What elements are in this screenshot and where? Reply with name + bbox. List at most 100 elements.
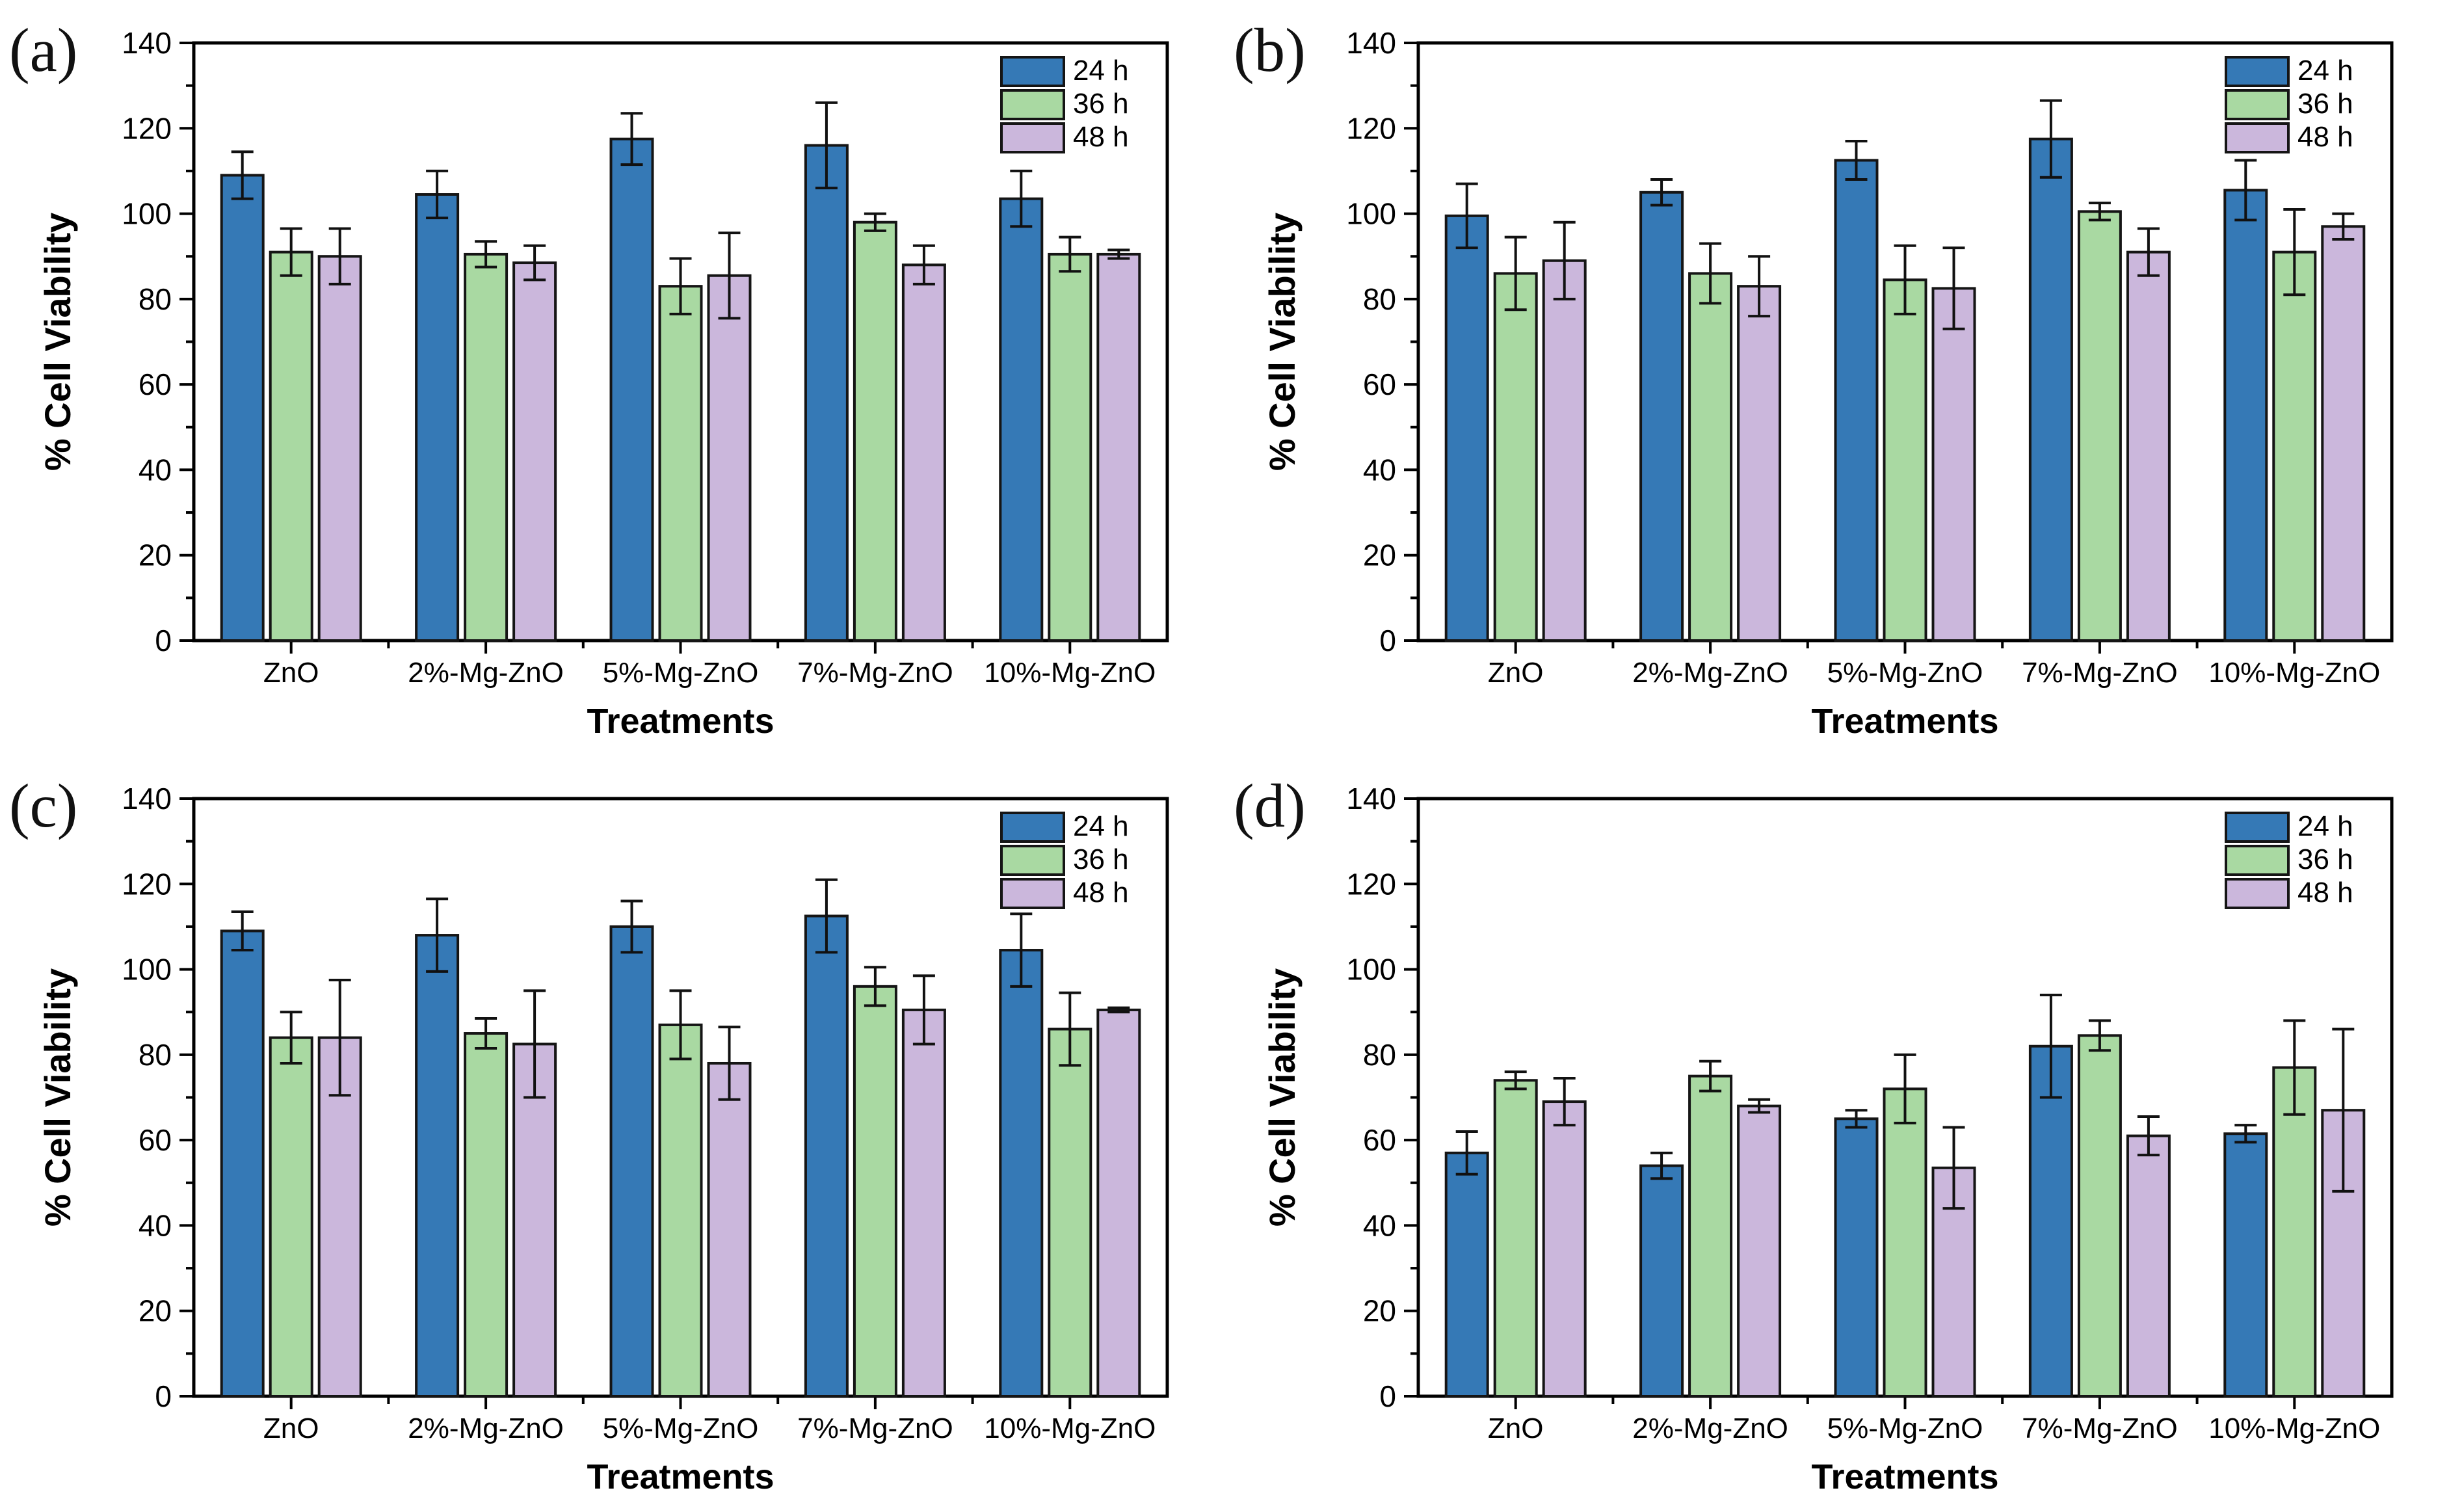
bar-24h-10%-Mg-ZnO	[2223, 1132, 2268, 1398]
bar-48h-ZnO	[1542, 1100, 1587, 1398]
legend-label: 36 h	[1073, 88, 1129, 120]
x-tick-label: 5%-Mg-ZnO	[1827, 1413, 1983, 1444]
y-axis-title: % Cell Viability	[1262, 968, 1303, 1227]
y-tick-label: 80	[1363, 1038, 1396, 1072]
bar-24h-10%-Mg-ZnO	[999, 197, 1044, 642]
bar-24h-7%-Mg-ZnO	[2028, 1044, 2073, 1398]
x-tick-label: 10%-Mg-ZnO	[2208, 657, 2380, 689]
bar-48h-10%-Mg-ZnO	[2321, 225, 2366, 642]
bar-24h-10%-Mg-ZnO	[2223, 189, 2268, 643]
legend-swatch-24h	[1000, 812, 1065, 843]
y-tick-label: 80	[1363, 282, 1396, 316]
bar-24h-5%-Mg-ZnO	[1834, 1117, 1879, 1398]
legend-label: 36 h	[1073, 843, 1129, 875]
legend-swatch-36h	[2225, 89, 2290, 120]
panel-d-chart: 0 20 40 60 80 100 120 140 ZnO 2%-Mg-ZnO 5%-Mg-ZnO 7…	[1262, 782, 2394, 1496]
panel-a-chart: 0 20 40 60 80 100 120 140 ZnO 2%-Mg-ZnO 5%-Mg-ZnO 7…	[37, 26, 1169, 741]
y-tick-label: 140	[122, 26, 172, 60]
x-tick-label: ZnO	[263, 657, 319, 689]
x-tick-label: ZnO	[263, 1413, 319, 1444]
x-tick-label: 7%-Mg-ZnO	[797, 657, 953, 689]
bar-48h-ZnO	[317, 255, 362, 642]
bar-36h-10%-Mg-ZnO	[2272, 1066, 2317, 1398]
x-tick-label: 10%-Mg-ZnO	[984, 1413, 1156, 1444]
bar-48h-10%-Mg-ZnO	[1096, 1008, 1141, 1398]
bar-24h-2%-Mg-ZnO	[415, 934, 460, 1398]
bar-48h-5%-Mg-ZnO	[707, 274, 752, 642]
bar-24h-5%-Mg-ZnO	[609, 137, 654, 643]
x-tick-label: 2%-Mg-ZnO	[408, 657, 564, 689]
legend-label: 24 h	[2297, 55, 2353, 86]
legend-swatch-48h	[2225, 122, 2290, 153]
x-tick-label: 10%-Mg-ZnO	[984, 657, 1156, 689]
y-axis-title: % Cell Viability	[37, 968, 78, 1227]
y-tick-label: 20	[139, 1294, 172, 1328]
x-tick-label: 2%-Mg-ZnO	[1632, 1413, 1788, 1444]
x-tick-label: 5%-Mg-ZnO	[1827, 657, 1983, 689]
legend-label: 48 h	[1073, 877, 1129, 909]
bar-36h-ZnO	[269, 250, 313, 642]
bar-36h-10%-Mg-ZnO	[1048, 1028, 1092, 1398]
legend-label: 24 h	[2297, 810, 2353, 842]
x-tick-label: 2%-Mg-ZnO	[1632, 657, 1788, 689]
legend-label: 48 h	[1073, 121, 1129, 153]
y-axis-title: % Cell Viability	[37, 213, 78, 471]
bar-24h-ZnO	[1444, 1151, 1489, 1398]
panel-b: (b) 0 20 40 60 80 100 120 140 ZnO 2%-Mg-ZnO 5%-Mg-…	[1224, 0, 2449, 756]
panel-d: (d) 0 20 40 60 80 100 120 140 ZnO 2%-Mg-ZnO 5%-Mg-…	[1224, 756, 2449, 1512]
bar-24h-7%-Mg-ZnO	[2028, 137, 2073, 643]
y-tick-label: 20	[139, 538, 172, 572]
bar-24h-2%-Mg-ZnO	[415, 193, 460, 642]
y-tick-label: 100	[1346, 197, 1396, 231]
bar-36h-ZnO	[1493, 272, 1538, 642]
bar-36h-2%-Mg-ZnO	[464, 252, 509, 642]
bar-24h-2%-Mg-ZnO	[1639, 191, 1684, 642]
x-tick-label: 5%-Mg-ZnO	[603, 657, 759, 689]
bar-48h-ZnO	[317, 1036, 362, 1398]
y-tick-label: 100	[122, 197, 172, 231]
bar-24h-ZnO	[220, 929, 265, 1398]
legend-label: 48 h	[2297, 877, 2353, 909]
y-axis-title: % Cell Viability	[1262, 213, 1303, 471]
x-tick-label: 7%-Mg-ZnO	[797, 1413, 953, 1444]
panel-c: (c) 0 20 40 60 80 100 120 140 ZnO 2%-Mg-ZnO 5%-Mg-…	[0, 756, 1224, 1512]
x-tick-label: ZnO	[1488, 1413, 1544, 1444]
y-tick-label: 80	[139, 1038, 172, 1072]
y-tick-label: 0	[155, 1379, 172, 1413]
panel-b-letter: (b)	[1234, 16, 1306, 85]
panel-b-chart: 0 20 40 60 80 100 120 140 ZnO 2%-Mg-ZnO 5%-Mg-ZnO 7…	[1262, 26, 2394, 741]
bar-48h-7%-Mg-ZnO	[901, 263, 946, 643]
legend-label: 36 h	[2297, 88, 2353, 120]
y-tick-label: 60	[139, 1123, 172, 1157]
y-tick-label: 40	[1363, 453, 1396, 486]
bar-48h-5%-Mg-ZnO	[1931, 287, 1976, 643]
y-tick-label: 140	[122, 782, 172, 816]
y-tick-label: 40	[139, 453, 172, 486]
x-tick-label: 10%-Mg-ZnO	[2208, 1413, 2380, 1444]
y-tick-label: 120	[122, 111, 172, 145]
bar-36h-5%-Mg-ZnO	[1883, 1087, 1927, 1398]
y-tick-label: 0	[1379, 624, 1396, 657]
panel-d-letter: (d)	[1234, 771, 1306, 840]
bar-48h-2%-Mg-ZnO	[512, 1042, 557, 1398]
bar-24h-2%-Mg-ZnO	[1639, 1164, 1684, 1398]
bar-24h-ZnO	[1444, 214, 1489, 642]
bar-36h-ZnO	[1493, 1079, 1538, 1398]
panel-c-letter: (c)	[9, 771, 78, 840]
bar-36h-ZnO	[269, 1036, 313, 1398]
panel-a-letter: (a)	[9, 16, 78, 85]
bar-48h-5%-Mg-ZnO	[707, 1061, 752, 1398]
legend-label: 48 h	[2297, 121, 2353, 153]
bar-36h-2%-Mg-ZnO	[1688, 1074, 1733, 1398]
y-tick-label: 80	[139, 282, 172, 316]
x-axis-title: Treatments	[587, 1457, 774, 1496]
bar-48h-ZnO	[1542, 259, 1587, 642]
y-tick-label: 0	[1379, 1379, 1396, 1413]
bar-48h-2%-Mg-ZnO	[1737, 285, 1782, 642]
panel-a: (a) 0 20 40 60 80 100 120 140 ZnO 2%-Mg-ZnO 5%-Mg-…	[0, 0, 1224, 756]
bar-48h-7%-Mg-ZnO	[901, 1008, 946, 1398]
legend-label: 24 h	[1073, 55, 1129, 86]
y-tick-label: 60	[139, 367, 172, 401]
bar-24h-5%-Mg-ZnO	[1834, 159, 1879, 642]
